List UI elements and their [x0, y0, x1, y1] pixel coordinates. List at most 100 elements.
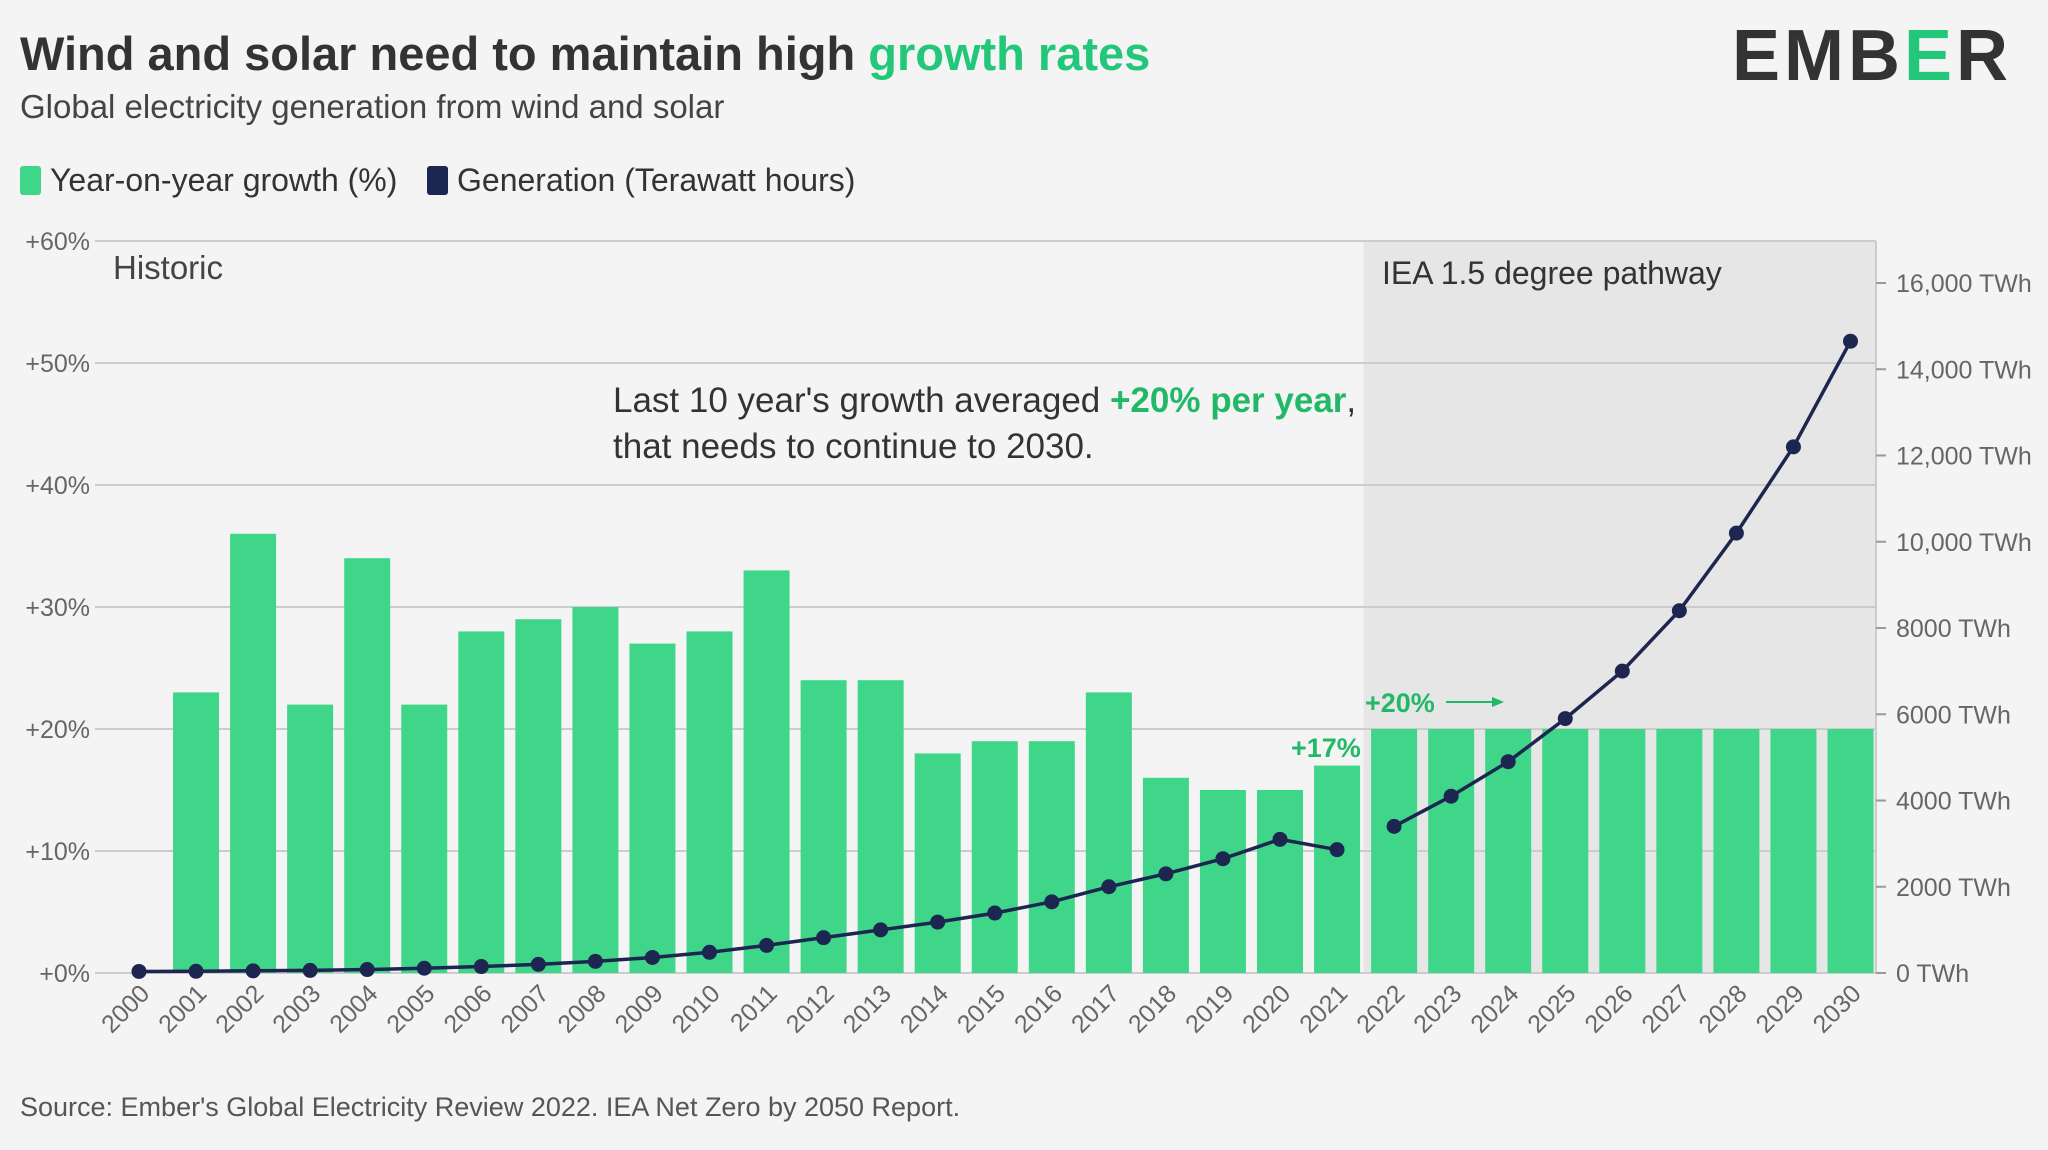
right-tick-label: 10,000 TWh — [1896, 529, 2032, 557]
legend-label-generation: Generation (Terawatt hours) — [457, 162, 855, 198]
growth-bar — [1085, 692, 1132, 973]
note-line1-highlight: +20% per year — [1110, 381, 1347, 420]
x-tick-label: 2018 — [1123, 979, 1182, 1038]
generation-line — [131, 333, 1858, 979]
chart-title: Wind and solar need to maintain high gro… — [20, 27, 1150, 80]
generation-point — [530, 956, 546, 972]
x-tick-label: 2028 — [1694, 979, 1753, 1038]
generation-point — [1044, 894, 1060, 910]
generation-point — [302, 962, 318, 978]
annotation-label-2021: +17% — [1291, 733, 1361, 763]
x-tick-label: 2011 — [725, 979, 783, 1037]
generation-point — [359, 962, 375, 978]
source-note: Source: Ember's Global Electricity Revie… — [20, 1092, 960, 1122]
growth-bar — [344, 558, 391, 973]
growth-bar — [1542, 729, 1589, 973]
x-tick-label: 2027 — [1636, 979, 1695, 1038]
right-tick-label: 14,000 TWh — [1896, 356, 2032, 384]
generation-point — [1614, 663, 1630, 679]
left-tick-label: +40% — [25, 472, 90, 500]
x-tick-label: 2002 — [210, 979, 269, 1038]
x-tick-label: 2020 — [1237, 979, 1296, 1038]
growth-bar — [515, 619, 562, 973]
growth-bar — [173, 692, 220, 973]
generation-point — [1843, 333, 1858, 349]
growth-bars — [173, 533, 1874, 973]
growth-bar — [1428, 729, 1475, 973]
x-tick-label: 2005 — [381, 979, 440, 1038]
generation-point — [702, 944, 717, 960]
generation-point — [987, 905, 1003, 921]
generation-point — [473, 959, 489, 975]
generation-line-historic — [138, 837, 1338, 974]
x-tick-label: 2012 — [781, 979, 840, 1038]
x-tick-label: 2013 — [838, 979, 897, 1038]
generation-point — [1101, 879, 1117, 895]
x-tick-label: 2022 — [1351, 979, 1410, 1038]
generation-point — [1728, 525, 1744, 541]
left-axis: +0% +10% +20% +30% +40% +50% +60% — [25, 228, 90, 988]
growth-bar — [1371, 729, 1418, 973]
generation-point — [245, 963, 261, 979]
growth-bar — [1257, 790, 1303, 973]
annotation-note-line1: Last 10 year's growth averaged +20% per … — [613, 381, 1356, 420]
x-tick-label: 2003 — [267, 979, 326, 1038]
left-tick-label: +50% — [25, 350, 90, 378]
growth-bar — [686, 631, 733, 973]
x-tick-label: 2017 — [1066, 979, 1125, 1038]
x-tick-label: 2004 — [324, 979, 383, 1038]
x-tick-label: 2001 — [153, 979, 212, 1038]
note-line1-suffix: , — [1346, 381, 1356, 420]
x-tick-label: 2030 — [1808, 979, 1867, 1038]
growth-bar — [800, 680, 847, 973]
x-tick-label: 2025 — [1522, 979, 1581, 1038]
x-tick-label: 2007 — [495, 979, 554, 1038]
left-tick-label: +30% — [25, 594, 90, 622]
growth-bar — [1827, 729, 1874, 973]
logo-text-right: R — [1956, 16, 2012, 96]
generation-point — [1500, 754, 1516, 770]
chart-title-highlight: growth rates — [868, 27, 1150, 80]
left-tick-label: +10% — [25, 838, 90, 866]
note-line1-prefix: Last 10 year's growth averaged — [613, 381, 1110, 420]
x-tick-label: 2008 — [553, 979, 612, 1038]
right-tick-label: 6000 TWh — [1896, 701, 2011, 729]
x-tick-label: 2014 — [895, 979, 954, 1038]
growth-bar — [287, 704, 334, 973]
generation-point — [816, 930, 832, 946]
annotation-label-projection: +20% — [1365, 688, 1435, 718]
growth-bar — [401, 704, 448, 973]
growth-bar — [971, 741, 1018, 973]
generation-point — [1671, 603, 1687, 619]
generation-point — [1215, 851, 1231, 867]
x-tick-label: 2026 — [1579, 979, 1638, 1038]
legend-swatch-generation — [427, 166, 448, 195]
annotation-pathway: IEA 1.5 degree pathway — [1382, 255, 1722, 291]
growth-bar — [230, 533, 277, 973]
growth-bar — [1199, 790, 1246, 973]
growth-bar — [458, 631, 505, 973]
growth-bar — [914, 753, 961, 973]
chart-subtitle: Global electricity generation from wind … — [20, 88, 724, 125]
generation-point — [759, 937, 775, 953]
annotation-historic: Historic — [113, 249, 223, 286]
growth-bar — [1770, 729, 1817, 973]
x-tick-label: 2019 — [1180, 979, 1239, 1038]
logo-text-mid: E — [1904, 16, 1956, 96]
right-tick-label: 2000 TWh — [1896, 874, 2011, 902]
growth-bar — [1599, 729, 1646, 973]
generation-point — [930, 914, 946, 930]
growth-bar — [743, 570, 790, 973]
growth-bar — [572, 607, 619, 973]
generation-point — [131, 963, 147, 979]
x-tick-label: 2000 — [96, 979, 155, 1038]
generation-point — [587, 953, 603, 969]
annotation-note-line2: that needs to continue to 2030. — [613, 427, 1094, 466]
generation-point — [644, 949, 660, 965]
x-tick-label: 2006 — [438, 979, 497, 1038]
right-tick-label: 16,000 TWh — [1896, 270, 2032, 298]
growth-bar — [1656, 729, 1703, 973]
projection-arrow — [1446, 697, 1504, 707]
